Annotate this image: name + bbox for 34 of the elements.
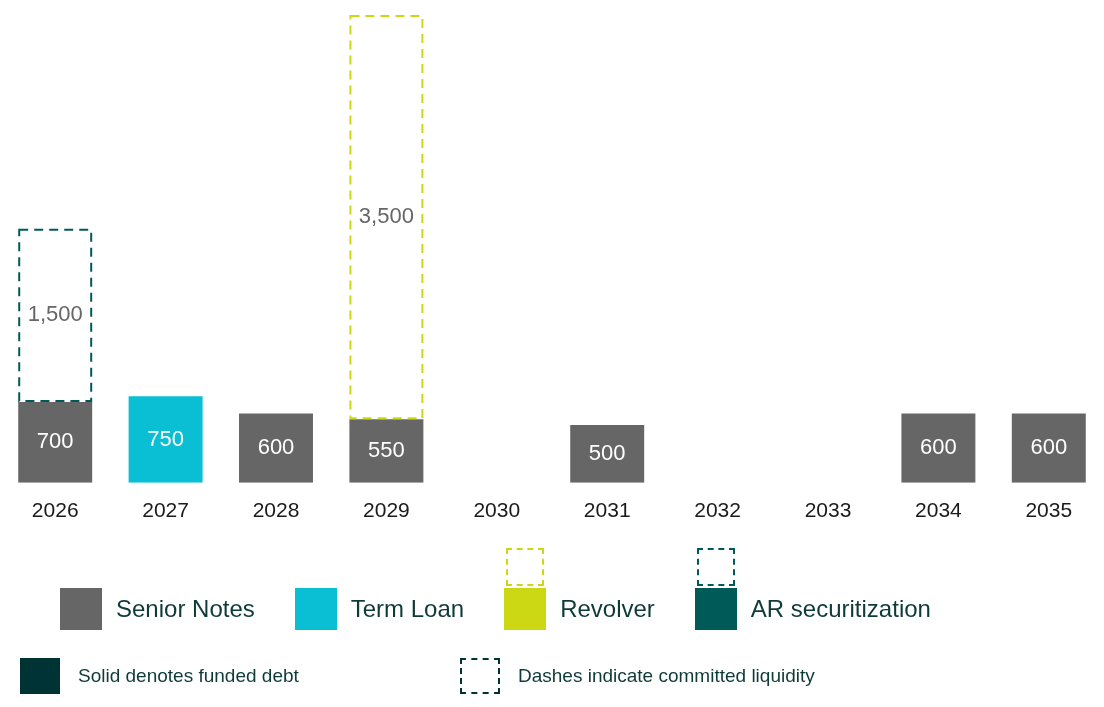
data-label: 600 (257, 434, 295, 460)
data-label: 1,500 (27, 301, 83, 327)
x-tick-label: 2035 (1025, 498, 1073, 522)
text: Solid denotes funded debt (78, 665, 299, 687)
bar (1011, 413, 1086, 483)
data-label: 600 (1030, 434, 1068, 460)
data-label: 3,500 (358, 203, 414, 229)
x-tick-label: 2027 (142, 498, 189, 522)
legend-label: Revolver (560, 595, 655, 623)
legend-label: Term Loan (350, 595, 465, 623)
text: Dashes indicate committed liquidity (518, 665, 815, 687)
data-label: 700 (36, 428, 74, 454)
bar (128, 396, 203, 483)
bar (349, 15, 424, 420)
x-tick-label: 2031 (583, 498, 631, 522)
bar (18, 228, 93, 402)
legend-label: AR securitization (750, 595, 931, 623)
x-tick-label: 2029 (363, 498, 410, 522)
bar (349, 419, 424, 483)
x-tick-label: 2033 (804, 498, 852, 522)
data-label: 600 (920, 434, 957, 460)
x-tick-label: 2028 (252, 498, 300, 522)
bar (239, 413, 313, 483)
x-tick-label: 2026 (31, 498, 79, 522)
x-tick-label: 2030 (473, 498, 521, 522)
x-tick-label: 2032 (694, 498, 741, 522)
x-tick-label: 2034 (915, 498, 963, 522)
bar (570, 425, 645, 483)
bar (18, 401, 93, 483)
bar (901, 413, 976, 483)
data-label: 550 (368, 437, 405, 463)
legend-label: Senior Notes (116, 595, 255, 623)
data-label: 500 (588, 439, 626, 465)
data-label: 750 (147, 425, 184, 451)
